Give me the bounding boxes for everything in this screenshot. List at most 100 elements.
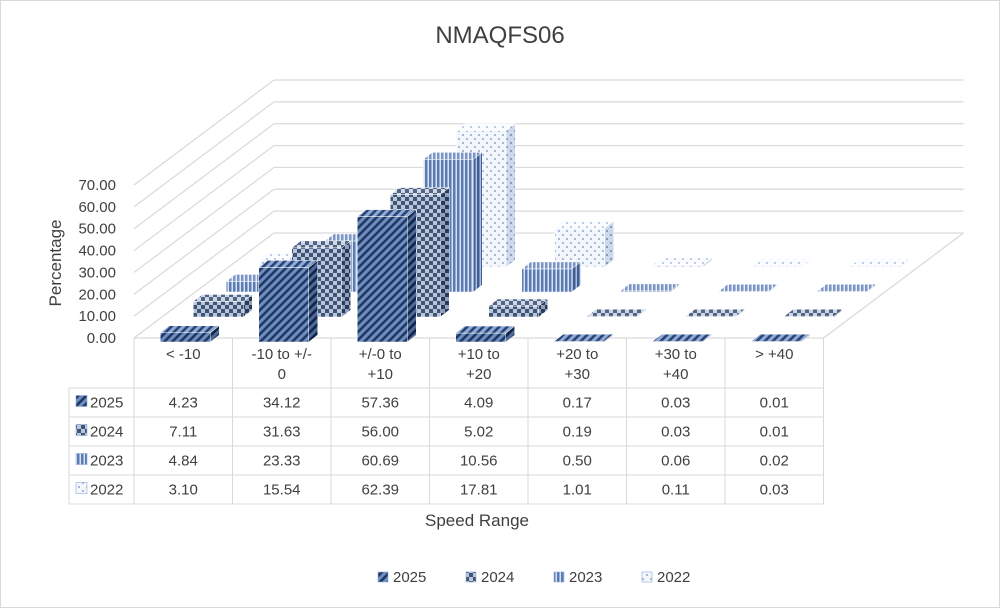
table-cell-value: 0.06 (661, 453, 690, 470)
category-label: -10 to +/-0 (252, 346, 312, 383)
bar-top-face (356, 209, 417, 217)
bar-2025-30-to-40 (652, 333, 713, 343)
table-cell-value: 56.00 (361, 424, 399, 441)
table-row-2025: 2025 4.23 34.12 57.36 4.09 0.17 0.03 0.01 (75, 395, 789, 412)
legend: 2025 2024 2023 2022 (377, 569, 690, 586)
y-tick-label: 60.00 (78, 199, 116, 216)
bar-front-face (455, 332, 506, 343)
legend-item-2024: 2024 (465, 569, 514, 586)
bar-top-face (718, 283, 779, 292)
table-cell-value: 0.03 (661, 424, 690, 441)
legend-label: 2025 (393, 569, 426, 586)
bar-top-face (619, 283, 680, 292)
bar-2022-40 (849, 258, 910, 268)
table-series-name: 2025 (90, 395, 123, 412)
y-tick-label: 0.00 (87, 330, 116, 347)
bar-front-face (554, 227, 605, 268)
table-cell-value: 0.01 (760, 395, 789, 412)
gridline-side (133, 145, 275, 252)
bar-2024-10 (192, 293, 253, 318)
legend-key-swatch (75, 482, 88, 494)
bar-top-face (751, 258, 812, 267)
legend-swatch (641, 571, 653, 583)
table-cell-value: 0.50 (563, 453, 592, 470)
bar-top-face (455, 123, 516, 131)
y-tick-label: 40.00 (78, 243, 116, 260)
bar-front-face (521, 268, 572, 293)
table-cell-value: 0.19 (563, 424, 592, 441)
bar-2024-40 (783, 308, 844, 318)
legend-key-swatch (75, 424, 88, 436)
legend-item-2022: 2022 (641, 569, 690, 586)
y-tick-label: 30.00 (78, 264, 116, 281)
category-label: +20 to +30 (556, 346, 598, 383)
table-cell-value: 0.03 (760, 482, 789, 499)
bar-top-face (159, 325, 220, 334)
table-cell-value: 15.54 (263, 482, 301, 499)
y-tick-label: 70.00 (78, 177, 116, 194)
table-row-2022: 2022 3.10 15.54 62.39 17.81 1.01 0.11 0.03 (75, 482, 789, 499)
table-cell-value: 31.63 (263, 424, 301, 441)
legend-label: 2023 (569, 569, 602, 586)
bar-2022-30-to-40 (751, 258, 812, 268)
bar-front-face (193, 301, 244, 318)
category-label: +10 to +20 (458, 346, 500, 383)
bar-top-face (291, 240, 352, 249)
table-cell-value: 34.12 (263, 395, 301, 412)
table-cell-value: 0.17 (563, 395, 592, 412)
table-cell-value: 1.01 (563, 482, 592, 499)
bar-side-face (440, 187, 450, 318)
table-series-name: 2023 (90, 453, 123, 470)
bar-2025-10-to-0 (258, 259, 319, 343)
bar-top-face (685, 308, 746, 317)
bar-front-face (653, 264, 704, 268)
bar-2023-20-to-30 (619, 283, 680, 293)
table-row-2024: 2024 7.11 31.63 56.00 5.02 0.19 0.03 0.01 (75, 424, 789, 441)
gridline-side (133, 101, 275, 208)
bar-top-face (422, 152, 483, 160)
legend-label: 2024 (481, 569, 514, 586)
bar-2025-10 (159, 325, 220, 343)
bar-top-face (586, 308, 647, 317)
bar-side-face (506, 123, 516, 268)
gridline-side (133, 188, 275, 295)
table-cell-value: 10.56 (460, 453, 498, 470)
table-cell-value: 0.02 (760, 453, 789, 470)
bar-2023-10-to-20 (521, 261, 582, 293)
table-cell-value: 4.84 (169, 453, 198, 470)
bar-2025-40 (750, 333, 811, 343)
bar-top-face (849, 258, 910, 267)
bar-top-face (554, 220, 615, 229)
bar-2025-10-to-20 (455, 325, 516, 343)
chart-title: NMAQFS06 (435, 22, 564, 49)
table-cell-value: 4.23 (169, 395, 198, 412)
gridline-side (133, 232, 275, 339)
bar-2022-20-to-30 (652, 257, 713, 268)
bar-front-face (258, 267, 309, 343)
bar-top-face (488, 298, 549, 307)
bar-2024-20-to-30 (586, 308, 647, 318)
y-tick-label: 20.00 (78, 286, 116, 303)
bar-front-face (357, 216, 408, 343)
gridline-side (133, 123, 275, 230)
bar-top-face (816, 283, 877, 292)
bar-top-face (652, 333, 713, 342)
table-row-2023: 2023 4.84 23.33 60.69 10.56 0.50 0.06 0.02 (75, 453, 789, 470)
bar-front-face (488, 305, 539, 318)
table-cell-value: 3.10 (169, 482, 198, 499)
table-cell-value: 7.11 (169, 424, 197, 441)
table-cell-value: 4.09 (464, 395, 493, 412)
bar-side-face (604, 220, 614, 268)
legend-item-2025: 2025 (377, 569, 426, 586)
table-cell-value: 60.69 (361, 453, 399, 470)
legend-label: 2022 (657, 569, 690, 586)
bar-2025-20-to-30 (553, 333, 614, 343)
gridline-side (133, 166, 275, 273)
y-tick-label: 10.00 (78, 308, 116, 325)
table-series-name: 2024 (90, 424, 123, 441)
table-series-name: 2022 (90, 482, 123, 499)
bar-2025-0-to-10 (356, 209, 417, 343)
floor-right-edge (823, 232, 964, 339)
